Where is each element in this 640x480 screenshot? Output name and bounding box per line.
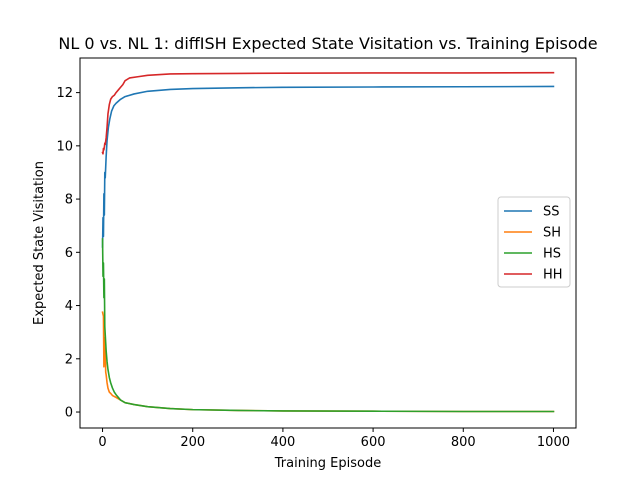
series-line-hs (101, 238, 555, 413)
series-line-ss (101, 85, 555, 248)
y-tick-label: 8 (65, 193, 73, 208)
x-tick-label: 400 (270, 435, 295, 450)
legend-label-ss: SS (543, 205, 560, 220)
plot-frame (79, 57, 577, 429)
y-axis: 0 2 4 6 8 10 12 (56, 86, 80, 421)
legend-frame (497, 196, 571, 288)
legend: SS SH HS HH (497, 196, 571, 288)
y-tick-label: 4 (65, 299, 73, 314)
x-tick-label: 0 (98, 435, 106, 450)
y-tick-label: 12 (56, 86, 73, 101)
series-layer (101, 71, 555, 413)
chart-title: NL 0 vs. NL 1: diffISH Expected State Vi… (58, 34, 597, 53)
series-line-hh (101, 71, 555, 155)
x-axis: 0 200 400 600 800 1000 (98, 428, 570, 450)
y-tick-label: 0 (65, 406, 73, 421)
x-axis-label: Training Episode (274, 456, 381, 471)
x-tick-label: 1000 (537, 435, 570, 450)
x-tick-label: 600 (361, 435, 386, 450)
x-tick-label: 200 (180, 435, 205, 450)
y-tick-label: 2 (65, 352, 73, 367)
y-tick-label: 10 (56, 139, 73, 154)
y-axis-label: Expected State Visitation (32, 161, 47, 325)
legend-label-sh: SH (543, 226, 561, 241)
x-tick-label: 800 (451, 435, 476, 450)
y-tick-label: 6 (65, 246, 73, 261)
legend-label-hs: HS (543, 247, 561, 262)
legend-label-hh: HH (543, 268, 563, 283)
